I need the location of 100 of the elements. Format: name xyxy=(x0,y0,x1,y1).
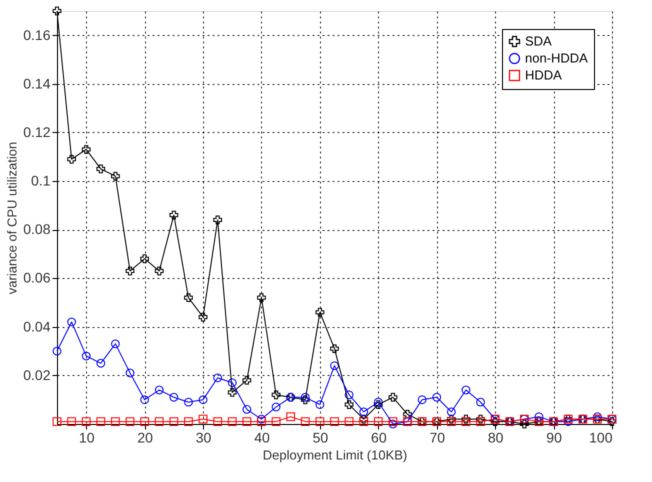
point xyxy=(344,417,354,426)
point xyxy=(126,368,134,378)
point xyxy=(388,420,398,428)
point xyxy=(228,388,237,397)
y-tick-label: 0.1 xyxy=(31,172,51,189)
point xyxy=(52,346,62,356)
point xyxy=(213,373,222,382)
point xyxy=(272,417,280,426)
point xyxy=(359,417,368,426)
point xyxy=(67,318,76,326)
point xyxy=(257,414,266,424)
y-tick-label: 0.12 xyxy=(23,124,51,140)
point xyxy=(374,398,383,406)
point xyxy=(374,417,383,426)
point xyxy=(184,417,193,426)
point xyxy=(126,266,134,276)
x-tick-label: 20 xyxy=(137,430,154,446)
legend-label: non-HDDA xyxy=(525,50,588,66)
point xyxy=(198,312,208,322)
point xyxy=(520,420,529,428)
point xyxy=(242,376,252,385)
x-tick-label: 70 xyxy=(429,430,446,446)
point xyxy=(388,417,398,426)
x-tick-label: 10 xyxy=(78,430,95,446)
x-tick-label: 60 xyxy=(371,430,387,446)
point xyxy=(111,417,120,426)
y-axis-title: variance of CPU utilization xyxy=(4,142,20,294)
point xyxy=(67,417,76,426)
point xyxy=(96,417,106,426)
point xyxy=(476,414,485,424)
x-tick-label: 100 xyxy=(589,430,613,446)
point xyxy=(388,392,398,402)
legend-label: HDDA xyxy=(525,68,562,82)
point xyxy=(593,412,602,422)
point xyxy=(82,417,91,426)
point xyxy=(432,392,442,402)
point xyxy=(403,410,412,419)
point xyxy=(300,417,310,426)
point xyxy=(228,378,237,388)
point xyxy=(96,358,106,368)
point xyxy=(462,386,470,394)
point xyxy=(462,417,470,426)
point xyxy=(300,395,310,404)
point xyxy=(330,417,339,426)
point xyxy=(213,417,222,426)
y-tick-label: 0.14 xyxy=(23,75,51,92)
x-tick-label: 90 xyxy=(546,430,562,446)
point xyxy=(111,172,120,181)
point xyxy=(462,414,470,424)
point xyxy=(359,414,368,424)
point xyxy=(330,361,339,370)
x-tick-label: 50 xyxy=(312,430,328,446)
point xyxy=(140,417,150,426)
point xyxy=(300,392,310,402)
point xyxy=(228,417,237,426)
point xyxy=(272,390,280,400)
point xyxy=(534,412,544,422)
point xyxy=(169,417,178,426)
point xyxy=(330,344,339,354)
point xyxy=(286,412,296,422)
point xyxy=(242,417,252,426)
point xyxy=(52,6,62,16)
point xyxy=(564,417,573,426)
point xyxy=(316,417,324,426)
point xyxy=(111,339,120,348)
y-tick-label: 0.06 xyxy=(23,270,51,286)
point xyxy=(476,417,485,426)
point xyxy=(257,417,266,426)
x-axis-title: Deployment Limit (10KB) xyxy=(262,448,408,462)
legend-label: SDA xyxy=(525,34,552,48)
point xyxy=(344,400,354,409)
point xyxy=(154,386,164,394)
point xyxy=(374,400,383,409)
point xyxy=(446,414,456,424)
y-tick-label: 0.02 xyxy=(23,366,51,383)
point xyxy=(169,210,178,220)
point xyxy=(257,293,266,302)
point xyxy=(184,293,193,302)
y-tick-label: 0.16 xyxy=(23,26,51,43)
point xyxy=(198,395,208,404)
y-tick-label: 0.08 xyxy=(23,221,51,238)
point xyxy=(344,390,354,400)
point xyxy=(316,400,324,409)
point xyxy=(446,417,456,426)
point xyxy=(169,392,178,402)
x-tick-label: 80 xyxy=(488,430,504,446)
point xyxy=(272,402,280,412)
x-tick-label: 30 xyxy=(196,430,212,446)
point xyxy=(82,145,91,154)
point xyxy=(316,308,324,317)
point xyxy=(242,405,252,414)
point xyxy=(184,398,193,406)
point xyxy=(140,395,150,404)
point xyxy=(198,414,208,424)
x-tick-label: 40 xyxy=(254,430,270,446)
point xyxy=(213,216,222,224)
point xyxy=(418,395,427,404)
point xyxy=(359,407,368,416)
y-tick-label: 0.04 xyxy=(23,318,51,334)
point xyxy=(446,407,456,416)
